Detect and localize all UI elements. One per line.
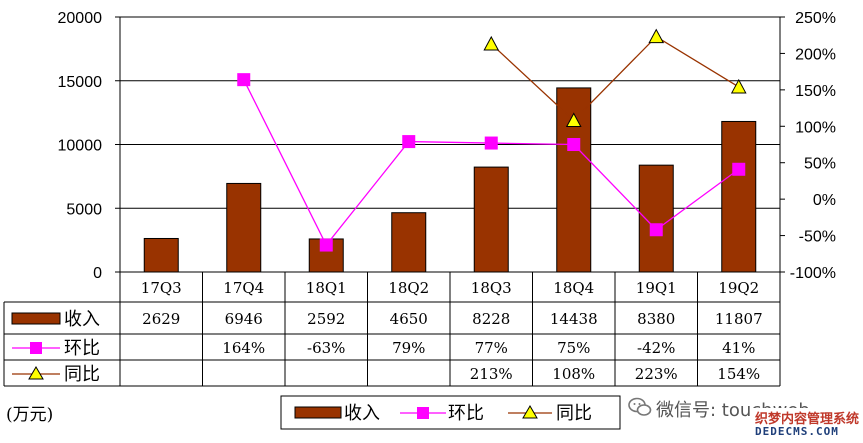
ring-growth-point	[649, 223, 663, 237]
right-axis-tick-label: 200%	[795, 46, 836, 63]
table-cell-value: 213%	[470, 365, 513, 383]
table-cell-value: 2592	[307, 310, 345, 328]
ring-growth-point	[732, 162, 746, 176]
legend-yoy-label: 同比	[556, 403, 592, 424]
table-cell-value: 11807	[715, 310, 763, 328]
ring-growth-key-marker	[30, 342, 42, 354]
row-series-name: 收入	[64, 309, 100, 330]
revenue-bar	[721, 120, 757, 273]
yoy-growth-point	[648, 28, 665, 44]
left-axis-tick-label: 5000	[66, 201, 102, 218]
table-cell-value: 79%	[392, 339, 425, 357]
table-cell-value: 2629	[142, 310, 180, 328]
revenue-bar	[473, 166, 509, 273]
ring-growth-point	[567, 138, 581, 151]
right-axis-tick-label: 50%	[804, 156, 836, 173]
axes: 0 5000 10000 15000 20000 -100% -50% 0% 50% 100% 15…	[58, 10, 837, 282]
table-cell-value: -63%	[307, 339, 345, 357]
right-axis-tick-label: 150%	[795, 83, 836, 100]
left-axis-tick-label: 15000	[58, 74, 103, 91]
category-label: 18Q3	[471, 279, 512, 297]
site-name-en: DEDECMS.COM	[755, 425, 839, 438]
watermark: 微信号: touchweb 织梦内容管理系统 DEDECMS.COM	[623, 390, 861, 442]
right-axis-tick-label: -100%	[790, 265, 836, 282]
yoy-growth-point	[483, 35, 500, 51]
ring-growth-point	[319, 238, 333, 252]
table-cell-value: 8380	[637, 310, 675, 328]
category-label: 19Q1	[636, 279, 677, 297]
revenue-bar	[638, 164, 674, 273]
site-badge: 织梦内容管理系统 DEDECMS.COM	[751, 408, 859, 440]
legend-yoy-marker	[522, 405, 538, 419]
table-cell-value: 77%	[475, 339, 508, 357]
revenue-bar	[143, 237, 179, 273]
revenue-bar	[556, 87, 592, 273]
yoy-growth-point	[565, 112, 582, 127]
right-axis-tick-label: 0%	[813, 192, 836, 209]
ring-growth-point	[484, 136, 498, 150]
series-line	[490, 35, 740, 122]
right-axis-tick-label: -50%	[799, 229, 836, 246]
category-label: 18Q4	[553, 279, 594, 297]
category-label: 17Q3	[141, 279, 182, 297]
legend-ring-label: 环比	[448, 403, 484, 424]
category-label: 18Q1	[306, 279, 347, 297]
row-series-name: 环比	[64, 338, 100, 359]
left-axis-tick-label: 10000	[58, 138, 103, 155]
table-cell-value: 164%	[222, 339, 265, 357]
gridlines	[120, 16, 780, 273]
revenue-bar	[226, 182, 262, 273]
revenue-key-swatch	[11, 312, 61, 325]
table-cell-value: 41%	[722, 339, 755, 357]
left-axis-tick-label: 0	[93, 265, 102, 282]
legend-revenue-swatch	[294, 406, 342, 419]
revenue-bar	[391, 212, 427, 273]
left-axis-tick-label: 20000	[58, 10, 103, 27]
table-cell-value: 4650	[390, 310, 428, 328]
site-name-cn: 织梦内容管理系统	[755, 412, 860, 427]
unit-label: (万元)	[6, 405, 53, 425]
wechat-icon	[628, 397, 652, 416]
table-cell-value: 108%	[552, 365, 595, 383]
right-axis-tick-label: 250%	[795, 10, 836, 27]
growth-lines	[237, 28, 747, 252]
category-label: 18Q2	[388, 279, 429, 297]
ring-growth-point	[402, 135, 416, 149]
right-axis-tick-label: 100%	[795, 119, 836, 136]
yoy-growth-key-marker	[28, 366, 44, 380]
table-cell-value: 154%	[717, 365, 760, 383]
table-cell-value: 75%	[557, 339, 590, 357]
table-cell-value: 8228	[472, 310, 510, 328]
table-cell-value: 6946	[225, 310, 263, 328]
category-label: 17Q4	[223, 279, 264, 297]
yoy-growth-point	[730, 78, 747, 94]
legend-revenue-label: 收入	[344, 403, 380, 424]
row-series-name: 同比	[64, 364, 100, 385]
table-cell-value: -42%	[637, 339, 675, 357]
legend-ring-marker	[417, 407, 429, 419]
ring-growth-point	[237, 73, 251, 87]
category-label: 19Q2	[718, 279, 759, 297]
table-cell-value: 14438	[550, 310, 598, 328]
table-cell-value: 223%	[635, 365, 678, 383]
legend: 收入 环比 同比	[280, 395, 621, 430]
revenue-bars	[143, 87, 757, 273]
data-table: 17Q3 17Q4 18Q1 18Q2 18Q3 18Q4 19Q1 19Q2 收入 2629 69…	[3, 272, 781, 387]
